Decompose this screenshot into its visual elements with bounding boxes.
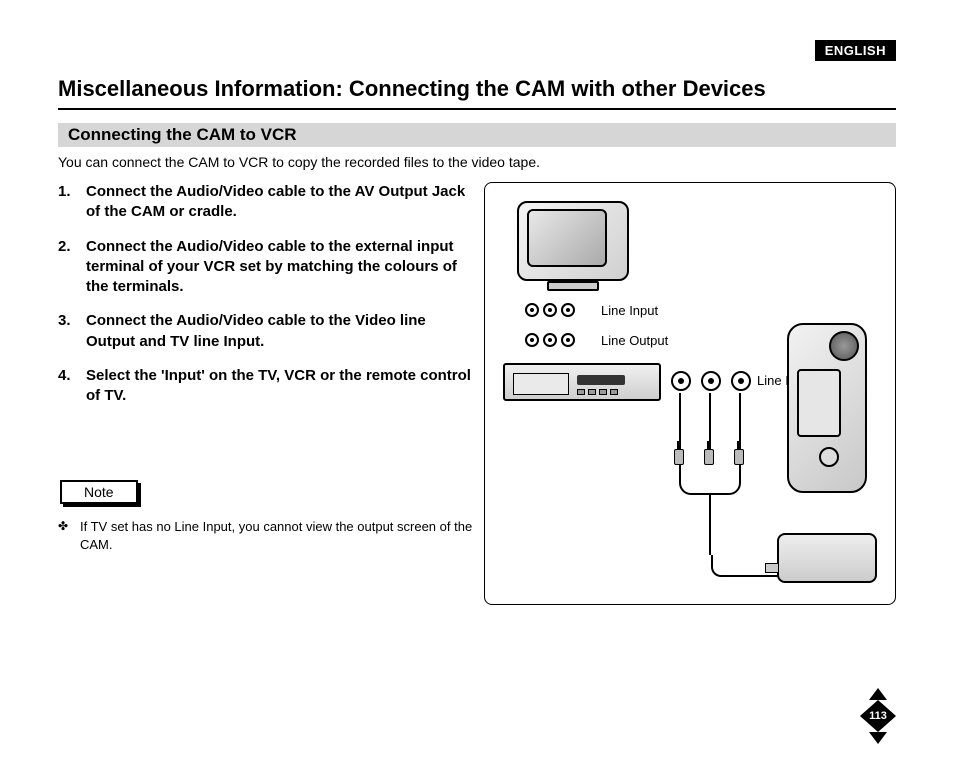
tv-icon: [517, 201, 629, 293]
step-item: 3. Connect the Audio/Video cable to the …: [58, 311, 474, 352]
rca-jack-icon: [561, 303, 575, 317]
step-number: 3.: [58, 311, 86, 352]
step-number: 2.: [58, 237, 86, 298]
rca-jack-icon: [731, 371, 751, 391]
rca-jack-icon: [561, 333, 575, 347]
rca-jack-icon: [543, 303, 557, 317]
tv-line-output-jacks: [525, 333, 575, 347]
note-text: If TV set has no Line Input, you cannot …: [80, 518, 474, 553]
tv-line-input-jacks: [525, 303, 575, 317]
rca-jack-icon: [543, 333, 557, 347]
camera-cradle-icon: [777, 383, 877, 583]
av-cable-icon: [739, 393, 741, 443]
step-text: Connect the Audio/Video cable to the ext…: [86, 237, 474, 298]
step-text: Connect the Audio/Video cable to the AV …: [86, 182, 474, 223]
rca-jack-icon: [525, 333, 539, 347]
steps-list: 1. Connect the Audio/Video cable to the …: [58, 182, 474, 420]
av-cable-icon: [709, 495, 711, 555]
language-badge: ENGLISH: [815, 40, 896, 61]
step-item: 2. Connect the Audio/Video cable to the …: [58, 237, 474, 298]
rca-plug-icon: [674, 441, 684, 465]
page-title: Miscellaneous Information: Connecting th…: [58, 76, 766, 102]
rca-plug-icon: [704, 441, 714, 465]
title-rule: [58, 108, 896, 110]
note-bullet-icon: ✤: [58, 518, 80, 553]
step-item: 1. Connect the Audio/Video cable to the …: [58, 182, 474, 223]
vcr-line-input-jacks: [671, 371, 751, 391]
tv-line-output-label: Line Output: [601, 333, 668, 348]
camcorder-icon: [787, 323, 867, 493]
step-number: 4.: [58, 366, 86, 407]
note-label-box: Note: [60, 480, 138, 504]
tv-line-input-label: Line Input: [601, 303, 658, 318]
note-heading-row: Note: [60, 480, 138, 504]
page-marker-down-icon: [869, 732, 887, 744]
rca-plug-icon: [734, 441, 744, 465]
note-body: ✤ If TV set has no Line Input, you canno…: [58, 518, 474, 553]
step-item: 4. Select the 'Input' on the TV, VCR or …: [58, 366, 474, 407]
rca-jack-icon: [525, 303, 539, 317]
step-text: Connect the Audio/Video cable to the Vid…: [86, 311, 474, 352]
rca-jack-icon: [671, 371, 691, 391]
section-heading-bar: Connecting the CAM to VCR: [58, 123, 896, 147]
av-cable-icon: [679, 393, 681, 443]
connection-diagram: Line Input Line Output Line Input: [484, 182, 896, 605]
manual-page: ENGLISH Miscellaneous Information: Conne…: [58, 40, 896, 740]
page-marker-up-icon: [869, 688, 887, 700]
rca-jack-icon: [701, 371, 721, 391]
page-number-badge: 113: [860, 700, 896, 732]
section-title: Connecting the CAM to VCR: [68, 125, 297, 145]
step-number: 1.: [58, 182, 86, 223]
page-number: 113: [869, 710, 887, 722]
section-intro: You can connect the CAM to VCR to copy t…: [58, 154, 540, 170]
vcr-icon: [503, 363, 661, 401]
av-cable-icon: [679, 465, 741, 495]
step-text: Select the 'Input' on the TV, VCR or the…: [86, 366, 474, 407]
av-cable-icon: [709, 393, 711, 443]
